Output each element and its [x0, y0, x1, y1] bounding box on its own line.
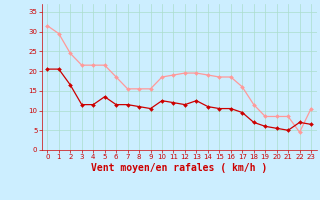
X-axis label: Vent moyen/en rafales ( km/h ): Vent moyen/en rafales ( km/h ): [91, 163, 267, 173]
